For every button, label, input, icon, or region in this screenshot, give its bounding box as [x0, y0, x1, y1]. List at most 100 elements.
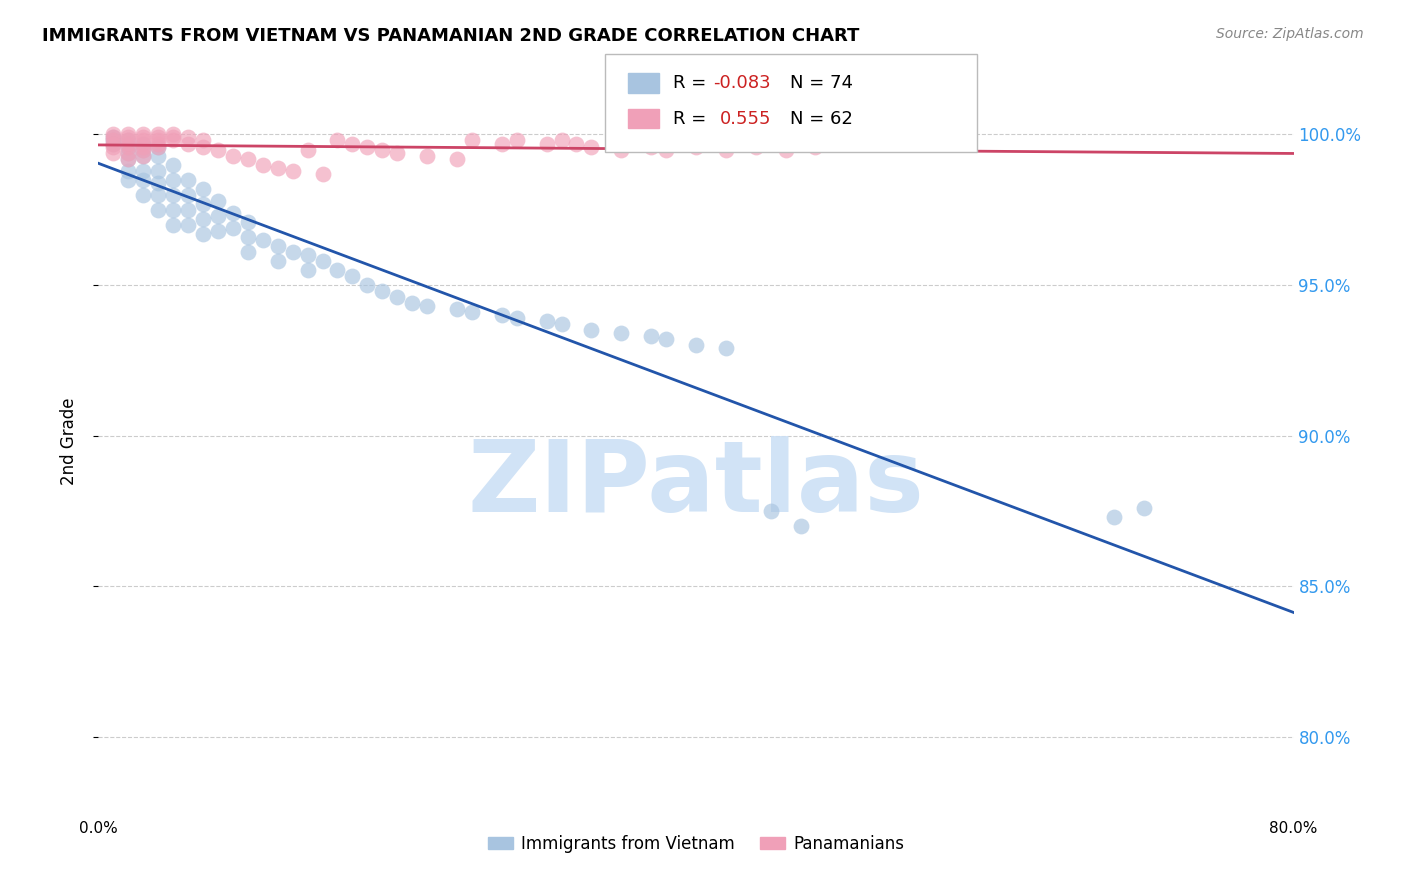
- Point: [550, 317, 572, 331]
- Point: [267, 254, 290, 268]
- Point: [117, 134, 139, 148]
- Point: [191, 182, 214, 196]
- Point: [191, 139, 214, 153]
- Point: [385, 145, 409, 160]
- Point: [236, 244, 259, 259]
- Point: [236, 230, 259, 244]
- Point: [103, 130, 125, 145]
- Point: [714, 341, 737, 355]
- Point: [103, 134, 125, 148]
- Point: [117, 139, 139, 153]
- Point: [371, 143, 394, 157]
- Point: [222, 220, 245, 235]
- Point: [117, 128, 139, 142]
- Point: [191, 196, 214, 211]
- Point: [610, 326, 633, 341]
- Point: [132, 136, 155, 151]
- Point: [297, 263, 319, 277]
- Point: [132, 187, 155, 202]
- Point: [207, 194, 229, 208]
- Point: [177, 202, 200, 217]
- Point: [446, 152, 468, 166]
- Point: [191, 134, 214, 148]
- Point: [311, 254, 333, 268]
- Point: [491, 308, 513, 322]
- Text: 80.0%: 80.0%: [1270, 821, 1317, 836]
- Point: [207, 224, 229, 238]
- Point: [446, 302, 468, 317]
- Point: [103, 134, 125, 148]
- Point: [162, 134, 184, 148]
- Point: [117, 145, 139, 160]
- Point: [804, 139, 827, 153]
- Point: [236, 152, 259, 166]
- Point: [1133, 500, 1156, 515]
- Point: [207, 143, 229, 157]
- Text: N = 74: N = 74: [790, 74, 853, 92]
- Point: [326, 134, 349, 148]
- Text: Source: ZipAtlas.com: Source: ZipAtlas.com: [1216, 27, 1364, 41]
- Point: [148, 128, 170, 142]
- Text: R =: R =: [673, 74, 713, 92]
- Point: [326, 263, 349, 277]
- Point: [565, 136, 588, 151]
- Point: [236, 215, 259, 229]
- Point: [550, 134, 572, 148]
- Point: [148, 176, 170, 190]
- Point: [297, 143, 319, 157]
- Text: ZIPatlas: ZIPatlas: [468, 436, 924, 533]
- Text: R =: R =: [673, 110, 718, 128]
- Point: [117, 152, 139, 166]
- Point: [117, 152, 139, 166]
- Point: [356, 278, 378, 293]
- Text: IMMIGRANTS FROM VIETNAM VS PANAMANIAN 2ND GRADE CORRELATION CHART: IMMIGRANTS FROM VIETNAM VS PANAMANIAN 2N…: [42, 27, 859, 45]
- Point: [148, 130, 170, 145]
- Point: [148, 136, 170, 151]
- Point: [103, 136, 125, 151]
- Point: [461, 134, 484, 148]
- Point: [132, 148, 155, 162]
- Point: [132, 172, 155, 186]
- Point: [117, 172, 139, 186]
- Point: [148, 163, 170, 178]
- Point: [191, 211, 214, 226]
- Point: [177, 136, 200, 151]
- Point: [401, 296, 423, 310]
- Point: [103, 136, 125, 151]
- Point: [581, 323, 603, 337]
- Point: [117, 134, 139, 148]
- Point: [103, 128, 125, 142]
- Point: [222, 206, 245, 220]
- Point: [132, 134, 155, 148]
- Point: [177, 130, 200, 145]
- Point: [536, 136, 558, 151]
- Point: [745, 139, 768, 153]
- Point: [132, 163, 155, 178]
- Point: [342, 136, 364, 151]
- Point: [714, 143, 737, 157]
- Point: [148, 187, 170, 202]
- Point: [148, 134, 170, 148]
- Point: [117, 163, 139, 178]
- Text: 0.0%: 0.0%: [79, 821, 118, 836]
- Point: [581, 139, 603, 153]
- Point: [132, 139, 155, 153]
- Point: [640, 139, 662, 153]
- Point: [281, 244, 304, 259]
- Point: [162, 172, 184, 186]
- Point: [267, 161, 290, 175]
- Point: [640, 329, 662, 343]
- Point: [775, 143, 797, 157]
- Point: [132, 136, 155, 151]
- Point: [103, 139, 125, 153]
- Point: [103, 145, 125, 160]
- Point: [117, 136, 139, 151]
- Point: [207, 209, 229, 223]
- Point: [655, 143, 678, 157]
- Point: [267, 239, 290, 253]
- Point: [132, 148, 155, 162]
- Point: [162, 158, 184, 172]
- Point: [385, 290, 409, 304]
- Point: [132, 143, 155, 157]
- Point: [685, 139, 707, 153]
